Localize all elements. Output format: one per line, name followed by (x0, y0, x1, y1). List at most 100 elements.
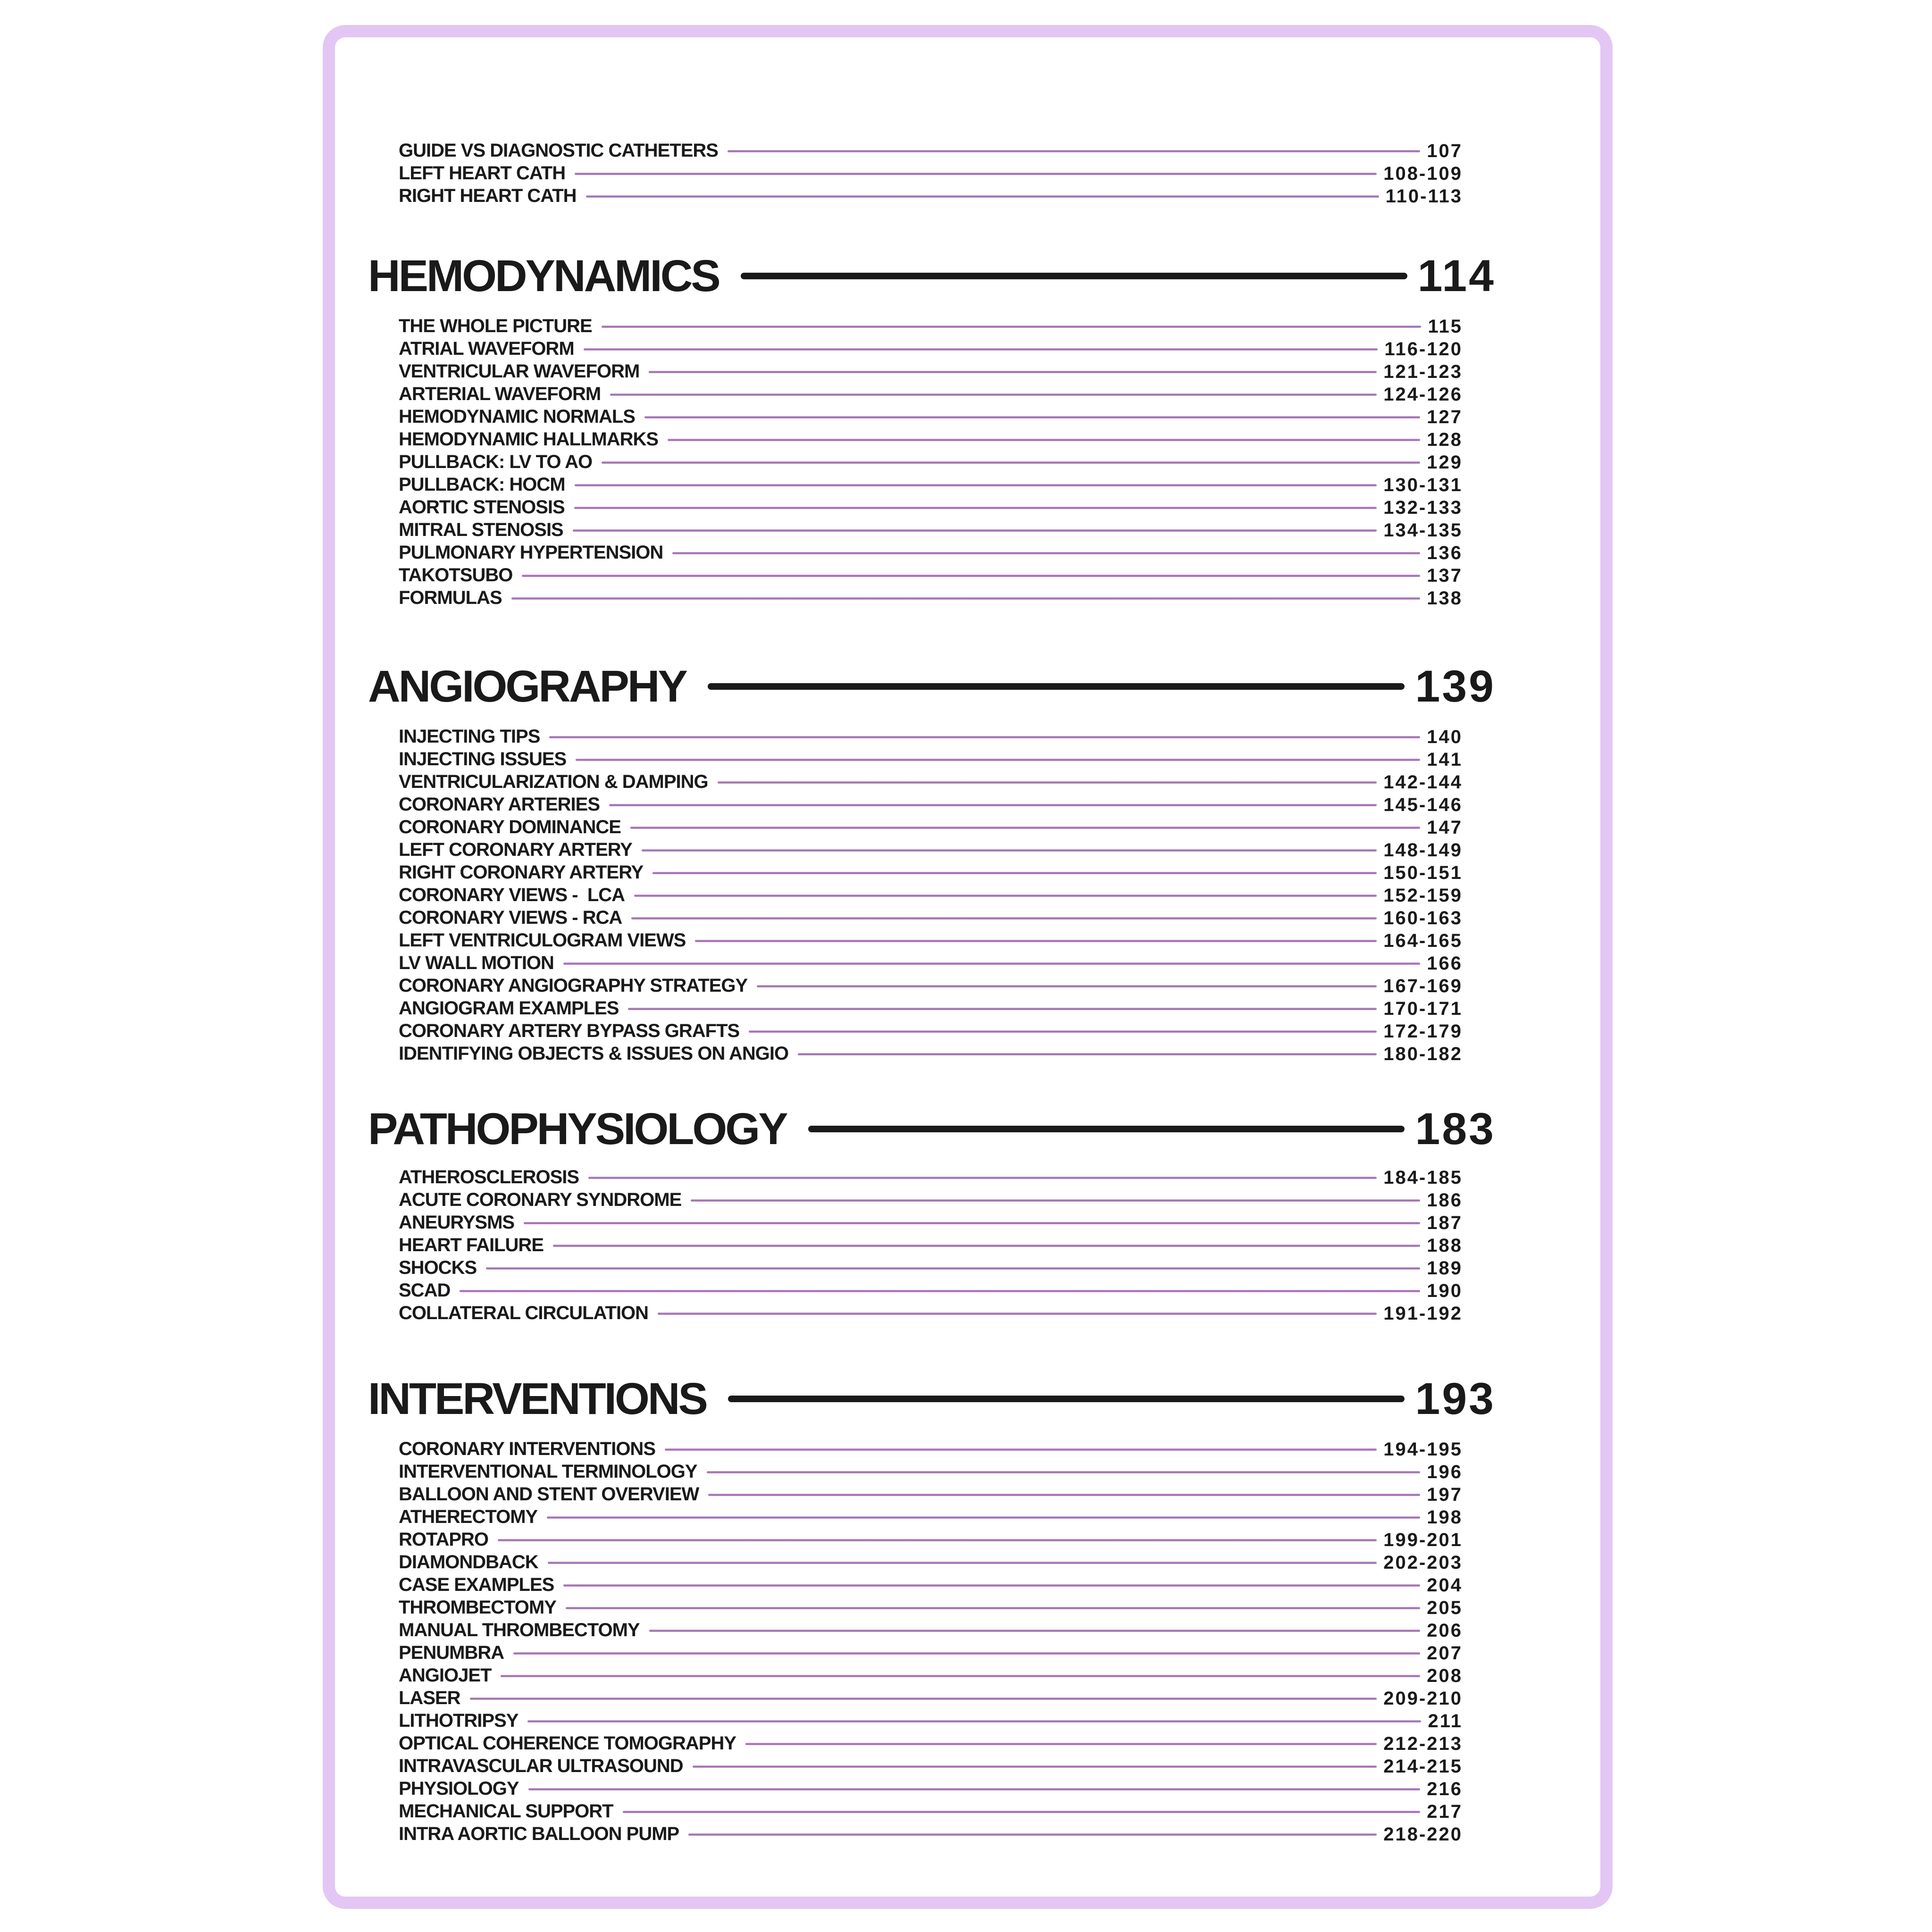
toc-entry: LEFT CORONARY ARTERY 148-149 (399, 839, 1463, 861)
toc-entry-label: VENTRICULAR WAVEFORM (399, 360, 640, 382)
entry-leader-line (549, 736, 1421, 738)
section-entry-list: THE WHOLE PICTURE 115 ATRIAL WAVEFORM 11… (399, 315, 1463, 610)
toc-entry-label: ANGIOGRAM EXAMPLES (399, 997, 619, 1019)
toc-entry-page-number: 150-151 (1383, 862, 1463, 883)
section-page-number: 139 (1415, 661, 1496, 711)
toc-sections: HEMODYNAMICS 114 THE WHOLE PICTURE 115 A… (368, 245, 1496, 1846)
toc-entry-label: HEART FAILURE (399, 1234, 544, 1255)
toc-entry-label: PENUMBRA (399, 1642, 504, 1663)
toc-entry-page-number: 191-192 (1383, 1303, 1463, 1324)
entry-leader-line (575, 172, 1377, 175)
toc-entry: COLLATERAL CIRCULATION 191-192 (399, 1302, 1463, 1325)
entry-leader-line (708, 1493, 1421, 1496)
entry-leader-line (609, 803, 1377, 806)
toc-entry-label: VENTRICULARIZATION & DAMPING (399, 771, 709, 792)
toc-entry: INTRAVASCULAR ULTRASOUND 214-215 (399, 1755, 1463, 1778)
section-header: PATHOPHYSIOLOGY 183 (368, 1098, 1496, 1160)
toc-entry-label: CORONARY ARTERY BYPASS GRAFTS (399, 1020, 740, 1041)
toc-entry: CORONARY VIEWS - RCA 160-163 (399, 907, 1463, 929)
toc-entry-page-number: 197 (1427, 1484, 1463, 1505)
section-page-number: 193 (1415, 1373, 1496, 1424)
toc-entry-page-number: 136 (1427, 542, 1463, 563)
toc-entry-page-number: 138 (1427, 587, 1463, 609)
toc-entry-label: LEFT VENTRICULOGRAM VIEWS (399, 929, 686, 951)
entry-leader-line (668, 438, 1421, 441)
toc-entry: SCAD 190 (399, 1280, 1463, 1302)
entry-leader-line (547, 1516, 1421, 1519)
entry-leader-line (688, 1833, 1377, 1836)
toc-entry-page-number: 186 (1427, 1189, 1463, 1211)
entry-leader-line (511, 597, 1421, 600)
entry-leader-line (695, 939, 1377, 942)
entry-leader-line (798, 1053, 1377, 1055)
toc-entry: INJECTING TIPS 140 (399, 726, 1463, 748)
toc-entry: ATHERECTOMY 198 (399, 1506, 1463, 1529)
entry-leader-line (644, 416, 1421, 418)
toc-entry-label: CORONARY ARTERIES (399, 794, 600, 815)
toc-entry: LEFT VENTRICULOGRAM VIEWS 164-165 (399, 929, 1463, 952)
toc-entry: ANGIOJET 208 (399, 1664, 1463, 1687)
entry-leader-line (563, 1584, 1421, 1587)
toc-continued-entry-list: GUIDE VS DIAGNOSTIC CATHETERS 107 LEFT H… (399, 140, 1463, 208)
toc-entry-page-number: 199-201 (1383, 1529, 1463, 1550)
toc-entry-label: PHYSIOLOGY (399, 1778, 519, 1799)
section-title: INTERVENTIONS (368, 1373, 708, 1424)
toc-entry: VENTRICULAR WAVEFORM 121-123 (399, 360, 1463, 383)
entry-leader-line (574, 506, 1377, 509)
entry-leader-line (528, 1788, 1421, 1790)
toc-section-pathophysiology: PATHOPHYSIOLOGY 183 ATHEROSCLEROSIS 184-… (368, 1098, 1496, 1325)
toc-entry: MANUAL THROMBECTOMY 206 (399, 1619, 1463, 1642)
entry-leader-line (583, 348, 1378, 351)
toc-entry-page-number: 170-171 (1383, 998, 1463, 1019)
section-title: ANGIOGRAPHY (368, 661, 688, 711)
toc-entry: GUIDE VS DIAGNOSTIC CATHETERS 107 (399, 140, 1463, 162)
toc-entry-label: MECHANICAL SUPPORT (399, 1800, 614, 1822)
entry-leader-line (652, 871, 1377, 874)
toc-entry-label: COLLATERAL CIRCULATION (399, 1302, 649, 1323)
toc-entry-label: PULLBACK: LV TO AO (399, 451, 593, 472)
toc-entry-label: PULLBACK: HOCM (399, 474, 566, 495)
toc-entry-page-number: 194-195 (1383, 1439, 1463, 1460)
toc-entry-label: INJECTING TIPS (399, 726, 540, 747)
entry-leader-line (527, 1720, 1422, 1723)
toc-entry: ATRIAL WAVEFORM 116-120 (399, 338, 1463, 360)
entry-leader-line (574, 484, 1377, 486)
toc-entry: BALLOON AND STENT OVERVIEW 197 (399, 1483, 1463, 1506)
toc-entry-label: ANEURYSMS (399, 1212, 515, 1233)
entry-leader-line (630, 826, 1421, 829)
toc-entry-label: BALLOON AND STENT OVERVIEW (399, 1483, 699, 1505)
entry-leader-line (631, 917, 1377, 920)
toc-entry-label: MITRAL STENOSIS (399, 519, 564, 540)
toc-entry-label: PULMONARY HYPERTENSION (399, 542, 663, 563)
toc-entry-page-number: 204 (1427, 1574, 1463, 1596)
toc-entry: PULMONARY HYPERTENSION 136 (399, 542, 1463, 564)
toc-entry-label: ROTAPRO (399, 1529, 489, 1550)
entry-leader-line (706, 1471, 1421, 1473)
entry-leader-line (622, 1810, 1421, 1813)
entry-leader-line (727, 150, 1421, 152)
toc-entry-page-number: 218-220 (1383, 1823, 1463, 1845)
toc-content: GUIDE VS DIAGNOSTIC CATHETERS 107 LEFT H… (368, 140, 1496, 1846)
toc-entry: PULLBACK: HOCM 130-131 (399, 474, 1463, 496)
toc-entry-label: RIGHT HEART CATH (399, 185, 577, 206)
section-title: PATHOPHYSIOLOGY (368, 1104, 788, 1154)
toc-entry-page-number: 121-123 (1383, 361, 1463, 382)
entry-leader-line (610, 393, 1377, 396)
toc-section-hemodynamics: HEMODYNAMICS 114 THE WHOLE PICTURE 115 A… (368, 245, 1496, 610)
toc-entry: CORONARY ARTERIES 145-146 (399, 794, 1463, 816)
entry-leader-line (588, 1176, 1377, 1179)
section-leader-line (808, 1126, 1405, 1132)
section-leader-line (707, 683, 1405, 690)
section-title: HEMODYNAMICS (368, 251, 721, 301)
toc-entry-page-number: 116-120 (1384, 338, 1463, 360)
toc-entry-page-number: 205 (1427, 1597, 1463, 1618)
toc-entry: THROMBECTOMY 205 (399, 1597, 1463, 1619)
toc-entry-page-number: 202-203 (1383, 1552, 1463, 1573)
toc-entry-label: GUIDE VS DIAGNOSTIC CATHETERS (399, 140, 719, 161)
entry-leader-line (665, 1448, 1377, 1451)
toc-entry: IDENTIFYING OBJECTS & ISSUES ON ANGIO 18… (399, 1043, 1463, 1065)
toc-entry: HEMODYNAMIC NORMALS 127 (399, 406, 1463, 428)
toc-entry: PHYSIOLOGY 216 (399, 1778, 1463, 1800)
toc-entry: MECHANICAL SUPPORT 217 (399, 1800, 1463, 1823)
